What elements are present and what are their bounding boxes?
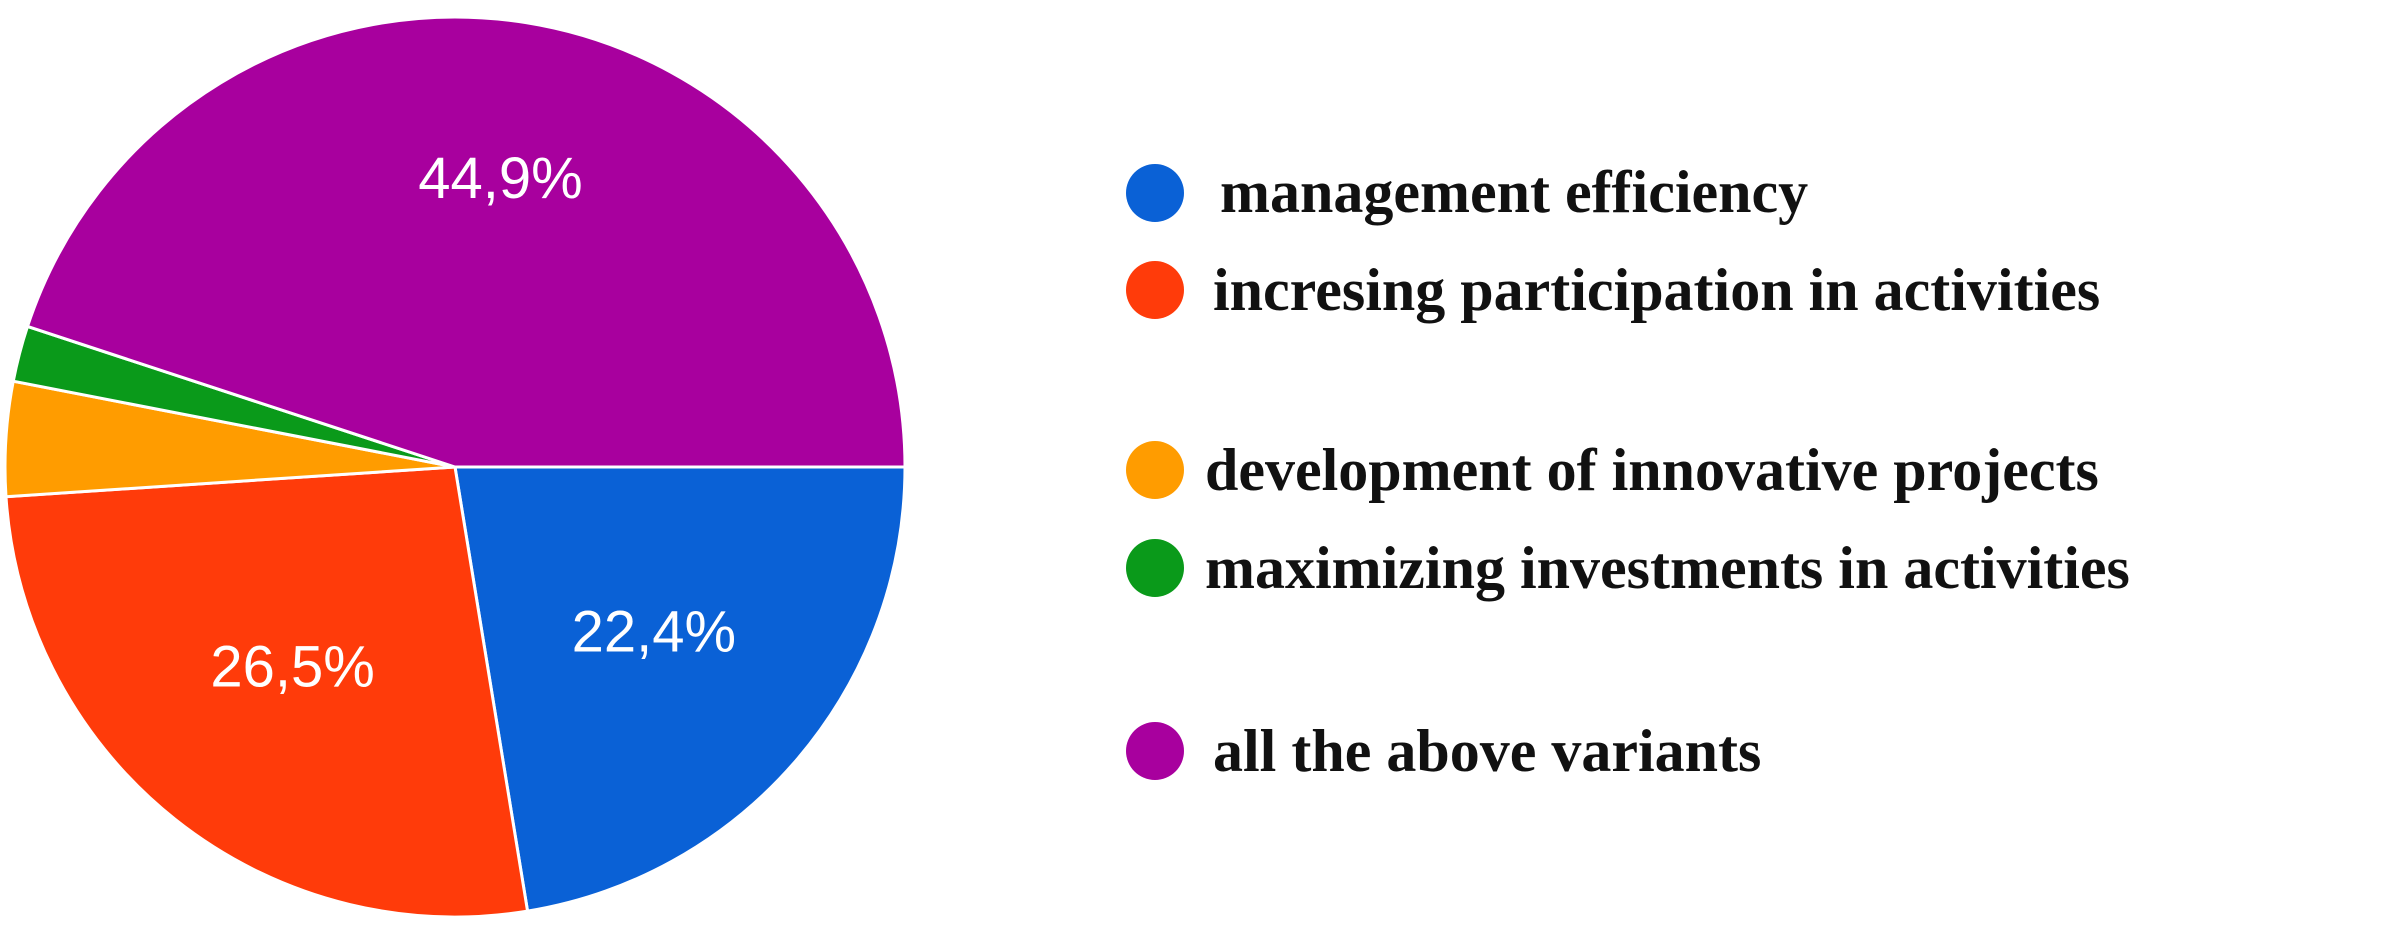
legend-swatch [1126, 539, 1184, 597]
legend-item-development-of-innovative-projects: development of innovative projects [1126, 437, 2099, 503]
legend-swatch [1126, 164, 1184, 222]
pie-slice-incresing-participation-in-activities [4, 465, 530, 919]
legend-item-incresing-participation: incresing participation in activities [1126, 257, 2100, 323]
pie-slice-value-label: 22,4% [572, 599, 736, 664]
legend-swatch [1126, 722, 1184, 780]
pie-slice-all-the-above-variants [25, 15, 907, 469]
legend-label: development of innovative projects [1205, 437, 2099, 503]
legend-swatch [1126, 441, 1184, 499]
pie-slice-value-label: 44,9% [418, 146, 582, 211]
pie-slice-labels: 22,4% 26,5% 44,9% [210, 146, 736, 700]
pie-slices [3, 15, 907, 919]
legend-label: all the above variants [1213, 718, 1761, 784]
legend-item-maximizing-investments: maximizing investments in activities [1126, 535, 2130, 601]
legend-swatch [1126, 261, 1184, 319]
legend-item-management-efficiency: management efficiency [1126, 159, 1808, 225]
pie-slice-management-efficiency [453, 465, 907, 913]
chart-legend: management efficiency incresing particip… [1126, 159, 2130, 784]
pie-slice-value-label: 26,5% [210, 635, 374, 700]
legend-label: management efficiency [1220, 159, 1808, 225]
legend-label: incresing participation in activities [1213, 257, 2100, 323]
legend-item-all-the-above-variants: all the above variants [1126, 718, 1761, 784]
legend-label: maximizing investments in activities [1205, 535, 2130, 601]
